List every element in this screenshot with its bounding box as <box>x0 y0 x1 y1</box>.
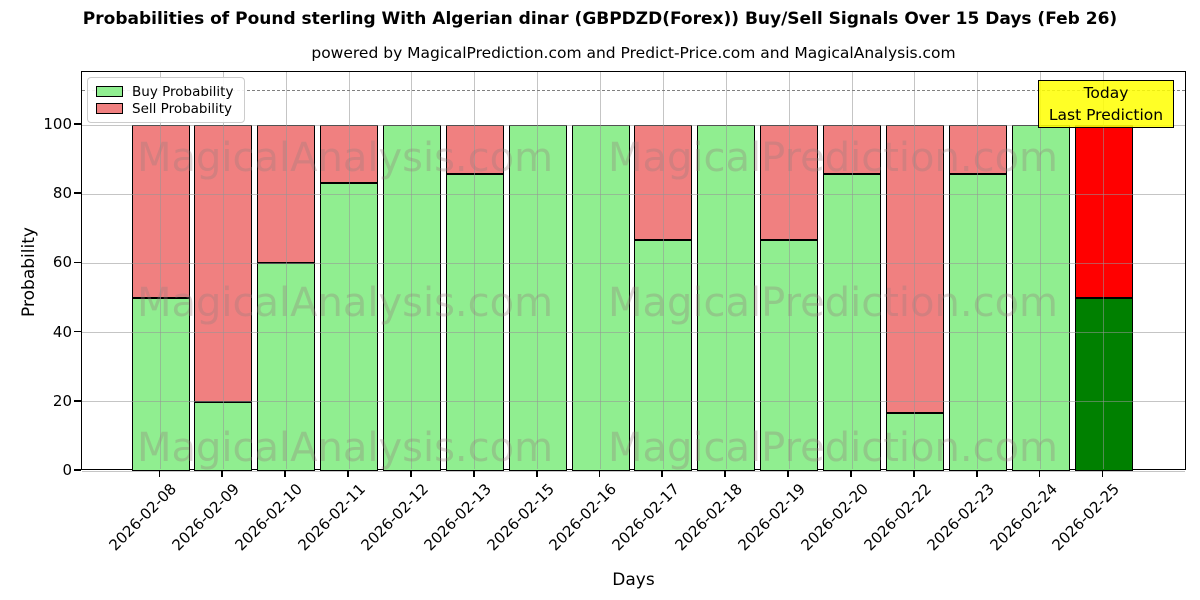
vertical-gridline <box>788 72 790 469</box>
x-tick-mark <box>787 470 789 477</box>
vertical-gridline <box>725 72 727 469</box>
y-tick-label: 0 <box>62 461 72 479</box>
y-tick-mark <box>74 399 81 402</box>
threshold-dashed-line <box>82 90 1185 92</box>
x-tick-label: 2026-02-13 <box>420 480 495 555</box>
vertical-gridline <box>285 72 287 469</box>
horizontal-gridline <box>82 332 1185 334</box>
horizontal-gridline <box>82 470 1185 472</box>
x-tick-mark <box>1101 470 1104 477</box>
vertical-gridline <box>914 72 916 469</box>
horizontal-gridline <box>82 124 1185 126</box>
vertical-gridline <box>977 72 979 469</box>
x-tick-label: 2026-02-20 <box>797 480 872 555</box>
legend-item: Buy Probability <box>96 84 236 100</box>
x-tick-mark <box>284 470 287 477</box>
annotation-line-2: Last Prediction <box>1048 106 1164 124</box>
legend-swatch-icon <box>96 86 123 97</box>
x-tick-label: 2026-02-09 <box>168 480 244 555</box>
x-tick-label: 2026-02-19 <box>734 480 809 555</box>
y-tick-mark <box>74 261 81 264</box>
y-tick-label: 20 <box>52 391 72 410</box>
x-tick-label: 2026-02-08 <box>105 480 181 555</box>
x-tick-mark <box>661 470 664 477</box>
vertical-gridline <box>411 72 413 469</box>
vertical-gridline <box>600 72 602 469</box>
x-tick-label: 2026-02-11 <box>294 480 369 555</box>
annotation-line-1: Today <box>1083 84 1129 102</box>
y-tick-label: 40 <box>52 322 72 341</box>
vertical-gridline <box>1040 72 1042 469</box>
vertical-gridline <box>662 72 664 469</box>
horizontal-gridline <box>82 262 1185 264</box>
legend-label: Sell Probability <box>132 100 233 117</box>
legend-swatch-icon <box>96 103 123 114</box>
x-tick-label: 2026-02-17 <box>608 480 684 555</box>
legend: Buy Probability Sell Probability <box>87 77 245 123</box>
y-tick-mark <box>74 469 81 471</box>
x-tick-mark <box>724 470 727 477</box>
x-tick-mark <box>535 470 538 477</box>
y-tick-label: 80 <box>52 184 72 203</box>
vertical-gridline <box>474 72 476 469</box>
legend-label: Buy Probability <box>132 83 234 100</box>
x-tick-mark <box>221 470 224 477</box>
x-tick-label: 2026-02-18 <box>671 480 747 555</box>
vertical-gridline <box>851 72 853 469</box>
x-tick-label: 2026-02-22 <box>860 480 935 555</box>
vertical-gridline <box>222 72 224 469</box>
vertical-gridline <box>1103 72 1105 469</box>
chart-title: Probabilities of Pound sterling With Alg… <box>82 9 1118 29</box>
y-tick-mark <box>74 192 81 195</box>
x-tick-label: 2026-02-10 <box>231 480 306 555</box>
y-tick-mark <box>74 330 81 333</box>
horizontal-gridline <box>82 401 1185 403</box>
legend-item: Sell Probability <box>96 101 236 117</box>
vertical-gridline <box>348 72 350 469</box>
chart-subtitle: powered by MagicalPrediction.com and Pre… <box>311 44 956 62</box>
vertical-gridline <box>537 72 539 469</box>
x-tick-mark <box>975 470 978 477</box>
y-tick-label: 60 <box>52 253 72 272</box>
x-tick-mark <box>1038 470 1041 477</box>
x-axis-label: Days <box>612 570 655 590</box>
x-tick-mark <box>409 470 412 477</box>
plot-area <box>81 71 1186 472</box>
vertical-gridline <box>160 72 161 469</box>
y-axis-label: Probability <box>19 227 39 317</box>
x-tick-mark <box>158 470 161 477</box>
x-tick-mark <box>850 470 852 477</box>
today-annotation: Today Last Prediction <box>1038 80 1174 128</box>
horizontal-gridline <box>82 193 1185 195</box>
y-tick-label: 100 <box>43 115 72 133</box>
x-tick-mark <box>912 470 915 477</box>
x-tick-mark <box>472 470 475 477</box>
y-tick-mark <box>74 123 81 125</box>
x-tick-label: 2026-02-12 <box>357 480 432 555</box>
x-tick-mark <box>598 470 601 477</box>
x-tick-mark <box>347 470 349 477</box>
